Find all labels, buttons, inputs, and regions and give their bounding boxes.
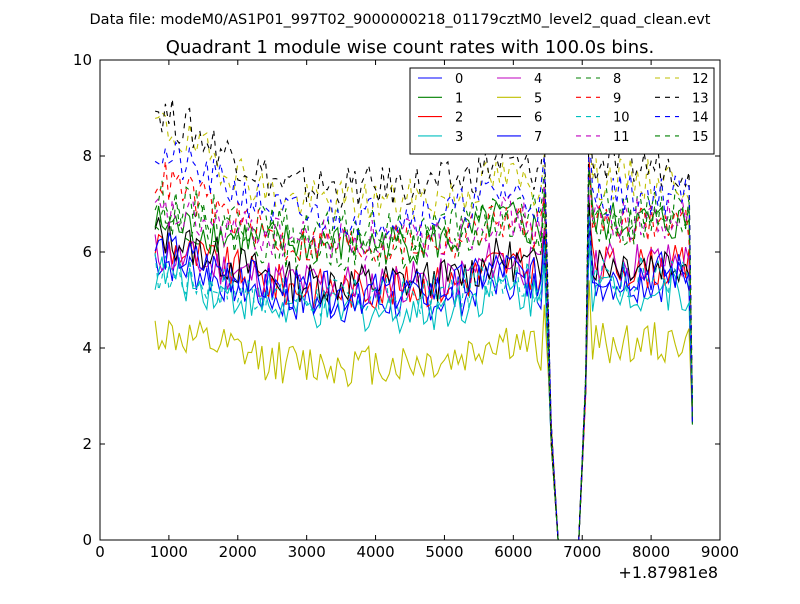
legend-item-12: 12 bbox=[655, 72, 709, 87]
legend-label: 2 bbox=[455, 111, 463, 126]
series-line-14 bbox=[154, 129, 693, 540]
series-line-10 bbox=[154, 214, 693, 540]
legend-item-7: 7 bbox=[497, 130, 542, 145]
series-line-5 bbox=[154, 280, 693, 540]
y-tick-label: 0 bbox=[82, 531, 92, 549]
legend-label: 1 bbox=[455, 91, 463, 106]
x-tick-label: 1000 bbox=[150, 543, 188, 561]
legend-label: 11 bbox=[613, 130, 630, 145]
legend-item-0: 0 bbox=[418, 72, 463, 87]
x-tick-label: 4000 bbox=[356, 543, 394, 561]
x-tick-label: 8000 bbox=[632, 543, 670, 561]
legend-label: 10 bbox=[613, 111, 630, 126]
legend-label: 7 bbox=[534, 130, 542, 145]
legend-label: 3 bbox=[455, 130, 463, 145]
plot-frame bbox=[99, 59, 721, 541]
series-line-3 bbox=[154, 238, 693, 540]
x-tick-label: 7000 bbox=[563, 543, 601, 561]
legend-label: 4 bbox=[534, 72, 542, 87]
legend-label: 12 bbox=[692, 72, 709, 87]
series-line-9 bbox=[154, 157, 693, 540]
series-line-15 bbox=[154, 167, 693, 540]
series-line-13 bbox=[154, 98, 693, 540]
legend-item-1: 1 bbox=[418, 91, 463, 106]
series-line-12 bbox=[154, 111, 693, 540]
y-tick-label: 2 bbox=[82, 435, 92, 453]
legend-item-8: 8 bbox=[576, 72, 621, 87]
legend-item-4: 4 bbox=[497, 72, 542, 87]
legend-item-5: 5 bbox=[497, 91, 542, 106]
x-tick-label: 3000 bbox=[288, 543, 326, 561]
chart-title: Quadrant 1 module wise count rates with … bbox=[166, 37, 655, 58]
legend-label: 9 bbox=[613, 91, 621, 106]
legend-label: 15 bbox=[692, 130, 709, 145]
x-tick-label: 0 bbox=[95, 543, 105, 561]
legend-item-10: 10 bbox=[576, 111, 630, 126]
legend-label: 13 bbox=[692, 91, 709, 106]
legend-label: 5 bbox=[534, 91, 542, 106]
x-axis-offset-label: +1.87981e8 bbox=[618, 563, 718, 582]
series-line-4 bbox=[154, 194, 693, 540]
legend-item-14: 14 bbox=[655, 111, 709, 126]
x-tick-label: 9000 bbox=[701, 543, 739, 561]
legend-item-6: 6 bbox=[497, 111, 542, 126]
legend-item-15: 15 bbox=[655, 130, 709, 145]
y-tick-label: 4 bbox=[82, 339, 92, 357]
x-tick-label: 2000 bbox=[219, 543, 257, 561]
legend-item-13: 13 bbox=[655, 91, 709, 106]
chart-suptitle: Data file: modeM0/AS1P01_997T02_90000002… bbox=[90, 12, 711, 28]
y-tick-label: 10 bbox=[73, 51, 92, 69]
legend-label: 0 bbox=[455, 72, 463, 87]
y-tick-label: 8 bbox=[82, 147, 92, 165]
legend-item-9: 9 bbox=[576, 91, 621, 106]
x-tick-label: 5000 bbox=[425, 543, 463, 561]
series-line-1 bbox=[154, 163, 693, 540]
legend-item-11: 11 bbox=[576, 130, 630, 145]
series-line-8 bbox=[154, 158, 693, 540]
legend-label: 6 bbox=[534, 111, 542, 126]
legend-item-3: 3 bbox=[418, 130, 463, 145]
y-tick-label: 6 bbox=[82, 243, 92, 261]
x-tick-label: 6000 bbox=[494, 543, 532, 561]
legend-box bbox=[409, 67, 715, 155]
legend-item-2: 2 bbox=[418, 111, 463, 126]
legend-label: 14 bbox=[692, 111, 709, 126]
legend-label: 8 bbox=[613, 72, 621, 87]
